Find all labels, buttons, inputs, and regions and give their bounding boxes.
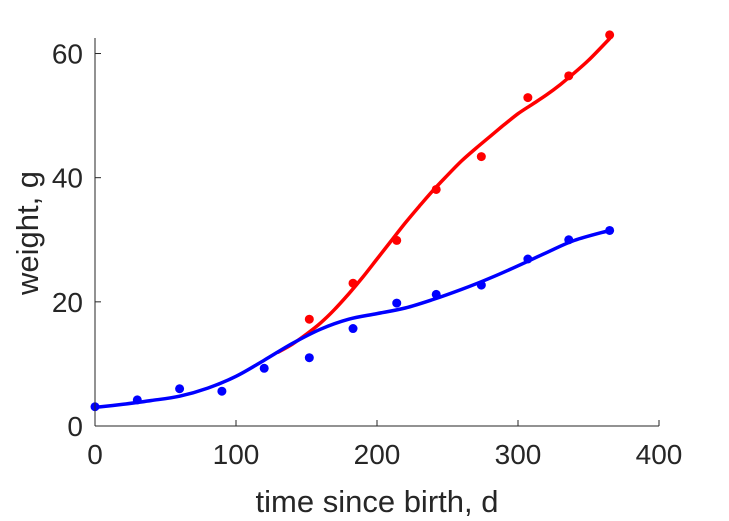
data-point-series-2 xyxy=(217,386,227,396)
fit-curve-series-2 xyxy=(93,228,612,410)
data-point-series-2 xyxy=(348,324,358,334)
data-point-series-2 xyxy=(523,254,533,264)
data-point-series-2 xyxy=(304,353,314,363)
data-point-series-2 xyxy=(605,225,615,235)
x-tick-label: 300 xyxy=(495,439,542,470)
x-tick-label: 0 xyxy=(87,439,103,470)
data-point-series-1 xyxy=(431,184,441,194)
y-tick-label: 40 xyxy=(52,163,83,194)
y-tick-label: 0 xyxy=(67,411,83,442)
x-tick-label: 200 xyxy=(354,439,401,470)
y-tick-label: 20 xyxy=(52,287,83,318)
data-point-series-2 xyxy=(175,384,185,394)
fit-curve-series-1 xyxy=(276,36,612,354)
data-point-series-2 xyxy=(392,298,402,308)
data-point-series-1 xyxy=(523,93,533,103)
data-point-series-2 xyxy=(132,395,142,405)
y-axis-label: weight, g xyxy=(10,171,45,296)
data-point-series-1 xyxy=(476,152,486,162)
data-point-series-2 xyxy=(259,363,269,373)
data-point-series-1 xyxy=(348,278,358,288)
data-point-series-2 xyxy=(476,280,486,290)
x-tick-label: 100 xyxy=(213,439,260,470)
data-point-series-1 xyxy=(605,30,615,40)
x-tick-label: 400 xyxy=(636,439,683,470)
data-point-series-1 xyxy=(304,314,314,324)
x-axis: 0 100 200 300 400 xyxy=(87,420,682,470)
data-point-series-2 xyxy=(564,235,574,245)
y-tick-label: 60 xyxy=(52,39,83,70)
x-axis-label: time since birth, d xyxy=(256,484,499,519)
plot-area xyxy=(90,30,615,412)
data-point-series-1 xyxy=(392,235,402,245)
data-point-series-2 xyxy=(431,289,441,299)
y-axis: 0 20 40 60 xyxy=(52,38,101,442)
data-point-series-1 xyxy=(564,71,574,81)
